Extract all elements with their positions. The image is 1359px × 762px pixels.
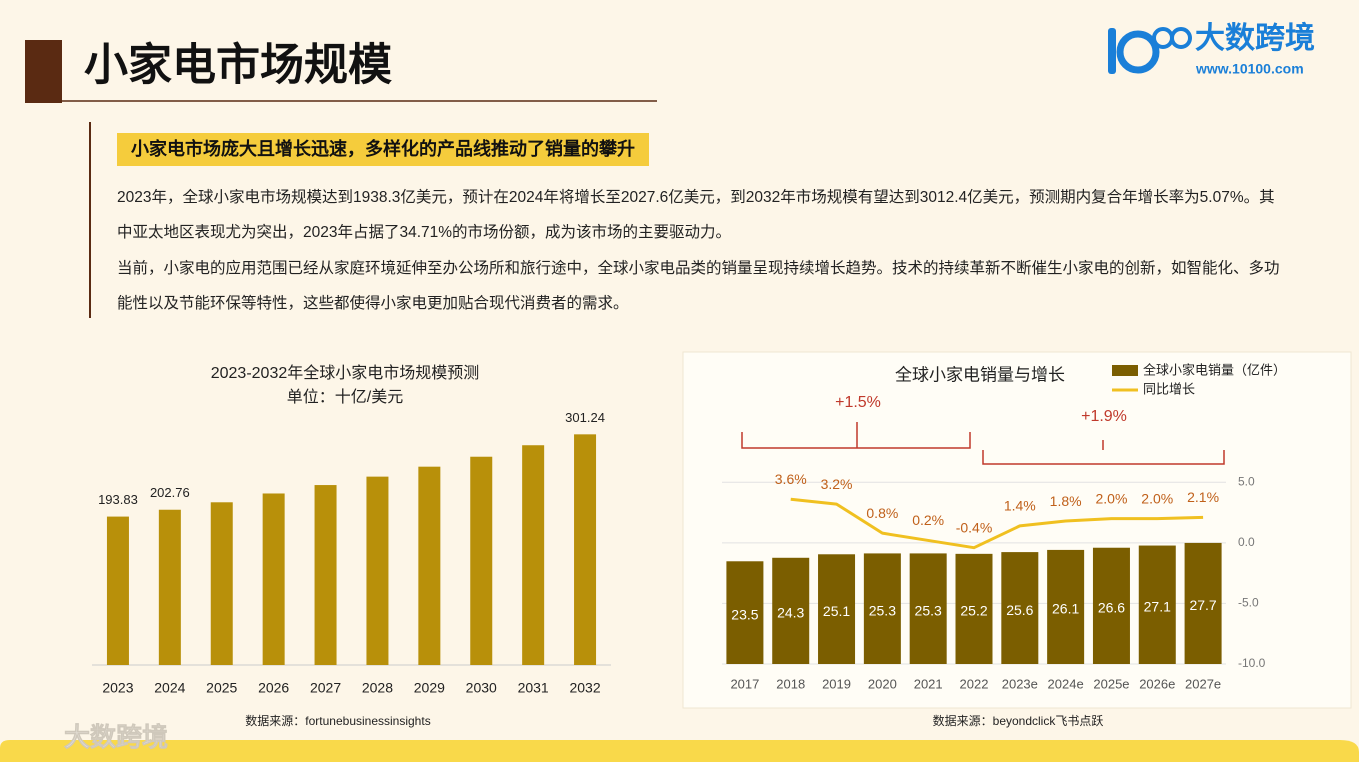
data-label: 25.3 <box>915 602 942 618</box>
data-label: 301.24 <box>565 410 605 425</box>
data-label: 25.3 <box>869 602 896 618</box>
data-label: 26.6 <box>1098 600 1125 616</box>
bar <box>522 445 545 665</box>
chart-title: 2023-2032年全球小家电市场规模预测 <box>211 364 480 382</box>
x-tick-label: 2018 <box>776 676 805 691</box>
x-tick-label: 2026 <box>258 680 289 696</box>
bar <box>574 434 597 665</box>
data-label: 24.3 <box>777 605 804 621</box>
bar <box>262 493 285 665</box>
data-label: 0.8% <box>866 505 898 521</box>
x-tick-label: 2025 <box>206 680 237 696</box>
x-tick-label: 2024e <box>1048 676 1084 691</box>
headline: 小家电市场庞大且增长迅速，多样化的产品线推动了销量的攀升 <box>117 133 649 166</box>
data-label: 27.1 <box>1144 598 1171 614</box>
bracket <box>741 422 971 449</box>
x-tick-label: 2019 <box>822 676 851 691</box>
data-label: 1.4% <box>1004 498 1036 514</box>
bar <box>818 554 856 664</box>
logo-name: 大数跨境 <box>1195 21 1315 55</box>
x-tick-label: 2031 <box>518 680 549 696</box>
logo-icon <box>1108 27 1192 74</box>
bar <box>366 476 389 665</box>
bar <box>909 553 947 664</box>
logo-stroke <box>1108 28 1116 74</box>
legend-swatch <box>1112 365 1138 376</box>
annotation: +1.9% <box>1081 408 1127 425</box>
bracket <box>982 440 1225 465</box>
bar <box>158 509 181 665</box>
x-tick-label: 2023 <box>102 680 133 696</box>
bar <box>314 485 337 665</box>
data-label: 2.1% <box>1187 489 1219 505</box>
x-tick-label: 2020 <box>868 676 897 691</box>
data-label: 2.0% <box>1141 490 1173 506</box>
data-label: 193.83 <box>98 492 138 507</box>
page-title: 小家电市场规模 <box>84 41 392 90</box>
y2-tick-label: -5.0 <box>1238 596 1259 610</box>
chart-subtitle: 单位：十亿/美元 <box>287 388 403 406</box>
title-block <box>25 40 62 103</box>
data-label: 25.6 <box>1006 602 1033 618</box>
data-label: 0.2% <box>912 512 944 528</box>
source-note: 数据来源：beyondclick飞书点跃 <box>933 713 1104 728</box>
logo-url: www.10100.com <box>1195 61 1304 77</box>
data-label: 1.8% <box>1050 493 1082 509</box>
x-tick-label: 2017 <box>730 676 759 691</box>
bar <box>772 557 810 664</box>
data-label: 3.2% <box>821 476 853 492</box>
x-tick-label: 2029 <box>414 680 445 696</box>
x-tick-label: 2025e <box>1093 676 1129 691</box>
x-tick-label: 2027e <box>1185 676 1221 691</box>
bar <box>470 456 493 665</box>
data-label: 25.2 <box>960 603 987 619</box>
logo-ring <box>1152 27 1174 49</box>
y2-tick-label: 0.0 <box>1238 535 1255 549</box>
x-tick-label: 2027 <box>310 680 341 696</box>
x-tick-label: 2032 <box>569 680 600 696</box>
bar <box>418 466 441 665</box>
chart-title: 全球小家电销量与增长 <box>895 365 1065 384</box>
x-tick-label: 2022 <box>960 676 989 691</box>
bar <box>1184 542 1222 664</box>
bar <box>1047 549 1085 664</box>
logo-ring <box>1116 30 1160 74</box>
data-label: 27.7 <box>1189 597 1216 613</box>
data-label: 25.1 <box>823 603 850 619</box>
data-label: 26.1 <box>1052 601 1079 617</box>
source-note: 数据来源：fortunebusinessinsights <box>245 713 430 728</box>
bar <box>1138 545 1176 664</box>
x-tick-label: 2023e <box>1002 676 1038 691</box>
bar <box>955 553 993 664</box>
x-tick-label: 2024 <box>154 680 185 696</box>
paragraph: 2023年，全球小家电市场规模达到1938.3亿美元，预计在2024年将增长至2… <box>117 189 1275 241</box>
y2-tick-label: 5.0 <box>1238 474 1255 488</box>
bar <box>726 561 764 664</box>
x-tick-label: 2030 <box>466 680 497 696</box>
logo-ring <box>1170 27 1192 49</box>
bar <box>1001 552 1039 664</box>
data-label: -0.4% <box>956 519 993 535</box>
x-tick-label: 2028 <box>362 680 393 696</box>
annotation: +1.5% <box>835 394 881 411</box>
y2-tick-label: -10.0 <box>1238 656 1266 670</box>
bar <box>210 502 233 665</box>
data-label: 2.0% <box>1095 490 1127 506</box>
line <box>790 497 1204 550</box>
data-label: 3.6% <box>775 471 807 487</box>
footer-band <box>0 740 1359 762</box>
watermark: 大数跨境 <box>64 722 168 752</box>
legend-label: 同比增长 <box>1143 381 1195 396</box>
data-label: 23.5 <box>731 606 758 622</box>
x-tick-label: 2026e <box>1139 676 1175 691</box>
legend-label: 全球小家电销量（亿件） <box>1143 362 1286 377</box>
paragraph: 当前，小家电的应用范围已经从家庭环境延伸至办公场所和旅行途中，全球小家电品类的销… <box>117 260 1280 312</box>
data-label: 202.76 <box>150 485 190 500</box>
bar <box>1092 547 1130 664</box>
bar <box>106 516 129 665</box>
bar <box>863 553 901 664</box>
x-tick-label: 2021 <box>914 676 943 691</box>
